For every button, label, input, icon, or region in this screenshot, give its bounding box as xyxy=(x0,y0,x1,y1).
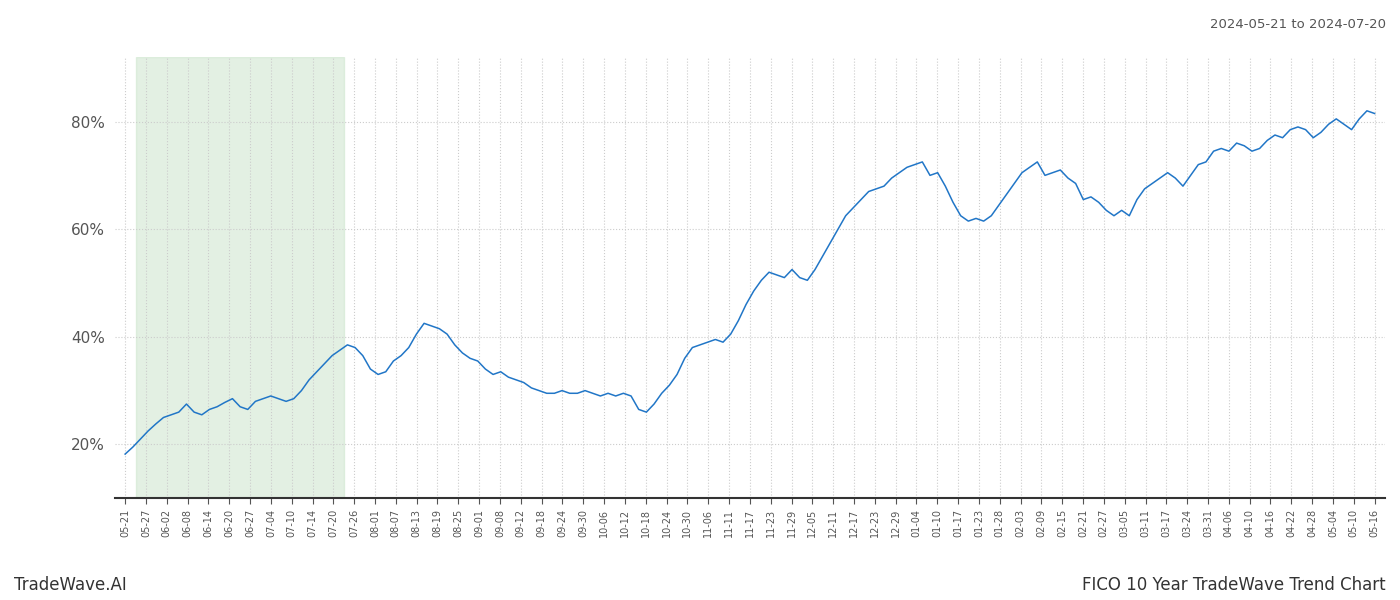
Bar xyxy=(136,57,344,498)
Text: 2024-05-21 to 2024-07-20: 2024-05-21 to 2024-07-20 xyxy=(1210,18,1386,31)
Text: FICO 10 Year TradeWave Trend Chart: FICO 10 Year TradeWave Trend Chart xyxy=(1082,576,1386,594)
Text: TradeWave.AI: TradeWave.AI xyxy=(14,576,127,594)
